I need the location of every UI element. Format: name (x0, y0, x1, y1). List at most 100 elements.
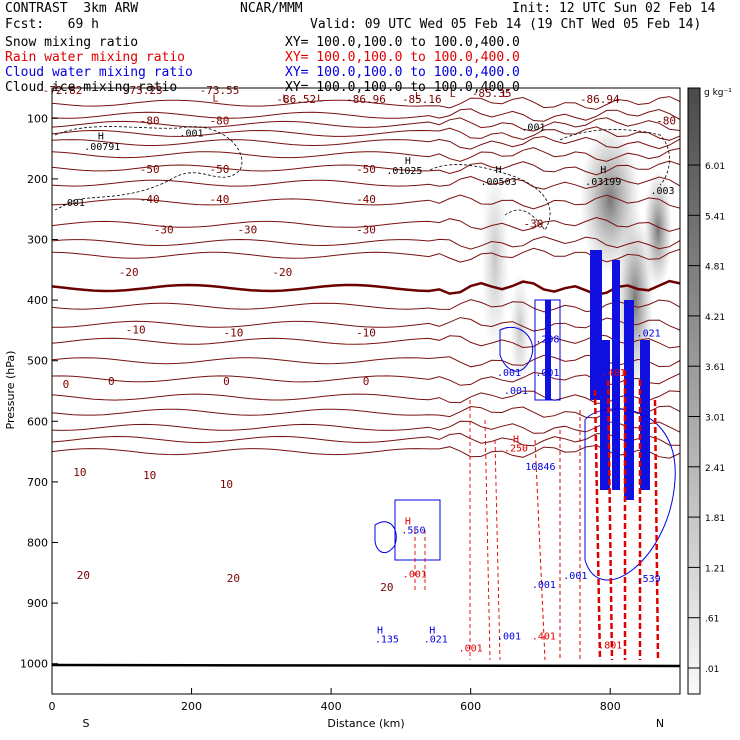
cloud-outline-3 (394, 499, 441, 561)
isotherm-line (52, 236, 680, 250)
legend-rain: Rain water mixing ratio (5, 50, 186, 65)
isotherm-label: -73.23 (123, 84, 163, 97)
isotherm-label: -20 (119, 266, 139, 279)
isotherm-line (52, 279, 680, 296)
isotherm-line (52, 135, 680, 150)
y-tick-label: 100 (27, 112, 48, 125)
isotherm-label: -30 (237, 223, 257, 236)
snow-plume-5 (510, 270, 530, 390)
field-maximum-label: .03199 (585, 177, 621, 188)
isotherm-label: -85.16 (402, 93, 442, 106)
x-tick-label: 600 (460, 700, 481, 713)
colorbar-tick-label: 6.01 (705, 162, 725, 172)
field-maximum-label: .001 (61, 198, 85, 209)
colorbar-tick-label: 5.41 (705, 212, 725, 222)
low-marker: L (415, 91, 421, 102)
field-maximum-label: H (429, 625, 435, 636)
cloud-outline-1 (534, 299, 561, 401)
legend-cloud-water: Cloud water mixing ratio (5, 65, 193, 80)
y-tick-label: 300 (27, 234, 48, 247)
isotherm-line (52, 247, 680, 263)
center-label: NCAR/MMM (240, 1, 303, 16)
isotherm-label: 0 (363, 375, 370, 388)
ice-contours (54, 126, 670, 231)
isotherm-label: 0 (223, 375, 230, 388)
isotherm-line (52, 444, 680, 459)
field-maximum-label: .021 (424, 634, 448, 645)
field-maximum-label: .001 (532, 580, 556, 591)
legend-cloud-water-xy: XY= 100.0,100.0 to 100.0,400.0 (285, 65, 520, 80)
y-tick-label: 900 (27, 597, 48, 610)
isotherm-line (52, 160, 680, 176)
legend-rain-xy: XY= 100.0,100.0 to 100.0,400.0 (285, 50, 520, 65)
isotherm-label: -40 (356, 193, 376, 206)
isotherm-line (52, 317, 680, 332)
isotherm-line (52, 216, 680, 232)
rain-contour-1 (469, 400, 501, 661)
isotherm-label: -72.82 (43, 84, 83, 97)
field-maximum-label: .250 (504, 444, 528, 455)
isotherm-label: -10 (126, 323, 146, 336)
isotherm-label: 10 (220, 478, 233, 491)
field-maximum-label: 10846 (525, 462, 555, 473)
forecast-hour: Fcst: 69 h (5, 17, 99, 32)
low-marker: L (282, 93, 288, 104)
isotherm-labels: -72.82 -73.23 -73.55 -86.52 -86.96 -85.16 -85.… (43, 84, 676, 594)
field-maximum-label: .00791 (84, 142, 120, 153)
field-maximum-label: H (377, 625, 383, 636)
x-axis: 0 200 400 600 800 (49, 688, 621, 713)
field-maximum-label: .001 (497, 368, 521, 379)
y-tick-label: 400 (27, 294, 48, 307)
isotherm-line (52, 194, 680, 210)
y-tick-label: 700 (27, 476, 48, 489)
isotherm-label: -86.52 (276, 93, 316, 106)
isotherm-line (52, 96, 680, 110)
y-tick-label: 600 (27, 415, 48, 428)
colorbar-tick-label: .61 (705, 615, 719, 625)
isotherm-line (52, 334, 680, 349)
x-end-north: N (656, 717, 664, 730)
cloud-water-contours (374, 250, 676, 581)
y-axis-label: Pressure (hPa) (4, 351, 17, 430)
low-marker: L (317, 93, 323, 104)
isotherm-label: -30 (154, 223, 174, 236)
isotherm-label: 0 (108, 375, 115, 388)
rain-contour-4 (414, 530, 426, 590)
isotherm-line (52, 175, 680, 190)
field-maximum-label: .001 (535, 368, 559, 379)
field-maximum-label: H (405, 156, 411, 167)
cloud-core-1 (590, 250, 602, 400)
isotherm-line (52, 420, 680, 434)
isotherm-label: -80 (210, 114, 230, 127)
colorbar-tick-label: 4.81 (705, 263, 725, 273)
colorbar-tick-label: 2.41 (705, 464, 725, 474)
isotherm-label: -86.96 (346, 93, 386, 106)
y-tick-label: 200 (27, 173, 48, 186)
field-maximum-label: .539 (637, 574, 661, 585)
legend-snow-xy: XY= 100.0,100.0 to 100.0,400.0 (285, 35, 520, 50)
isotherm-label: 20 (227, 572, 240, 585)
isotherm-label: -73.55 (200, 84, 240, 97)
rain-contours (414, 370, 660, 661)
colorbar-units: g kg⁻¹ (704, 88, 732, 98)
cloud-outline-2 (499, 326, 534, 372)
low-marker: L (450, 89, 456, 100)
field-maximum-label: .550 (401, 525, 425, 536)
field-maximum-label: .001 (521, 122, 545, 133)
cloud-outline-5 (584, 408, 676, 581)
cloud-core-4 (624, 300, 634, 500)
isotherm-label: 20 (380, 581, 393, 594)
isotherm-label: -40 (210, 193, 230, 206)
isotherm-label: -80 (140, 114, 160, 127)
isotherm-line (52, 405, 680, 419)
ice-contour-1 (54, 126, 243, 211)
isotherm-label: -30 (524, 217, 544, 230)
low-marker: L (212, 93, 218, 104)
isotherm-line (52, 371, 680, 386)
low-marker: L (502, 89, 508, 100)
y-tick-label: 500 (27, 355, 48, 368)
isotherm-label: 20 (77, 569, 90, 582)
isotherm-label: -80 (656, 114, 676, 127)
isotherm-line (52, 432, 680, 447)
